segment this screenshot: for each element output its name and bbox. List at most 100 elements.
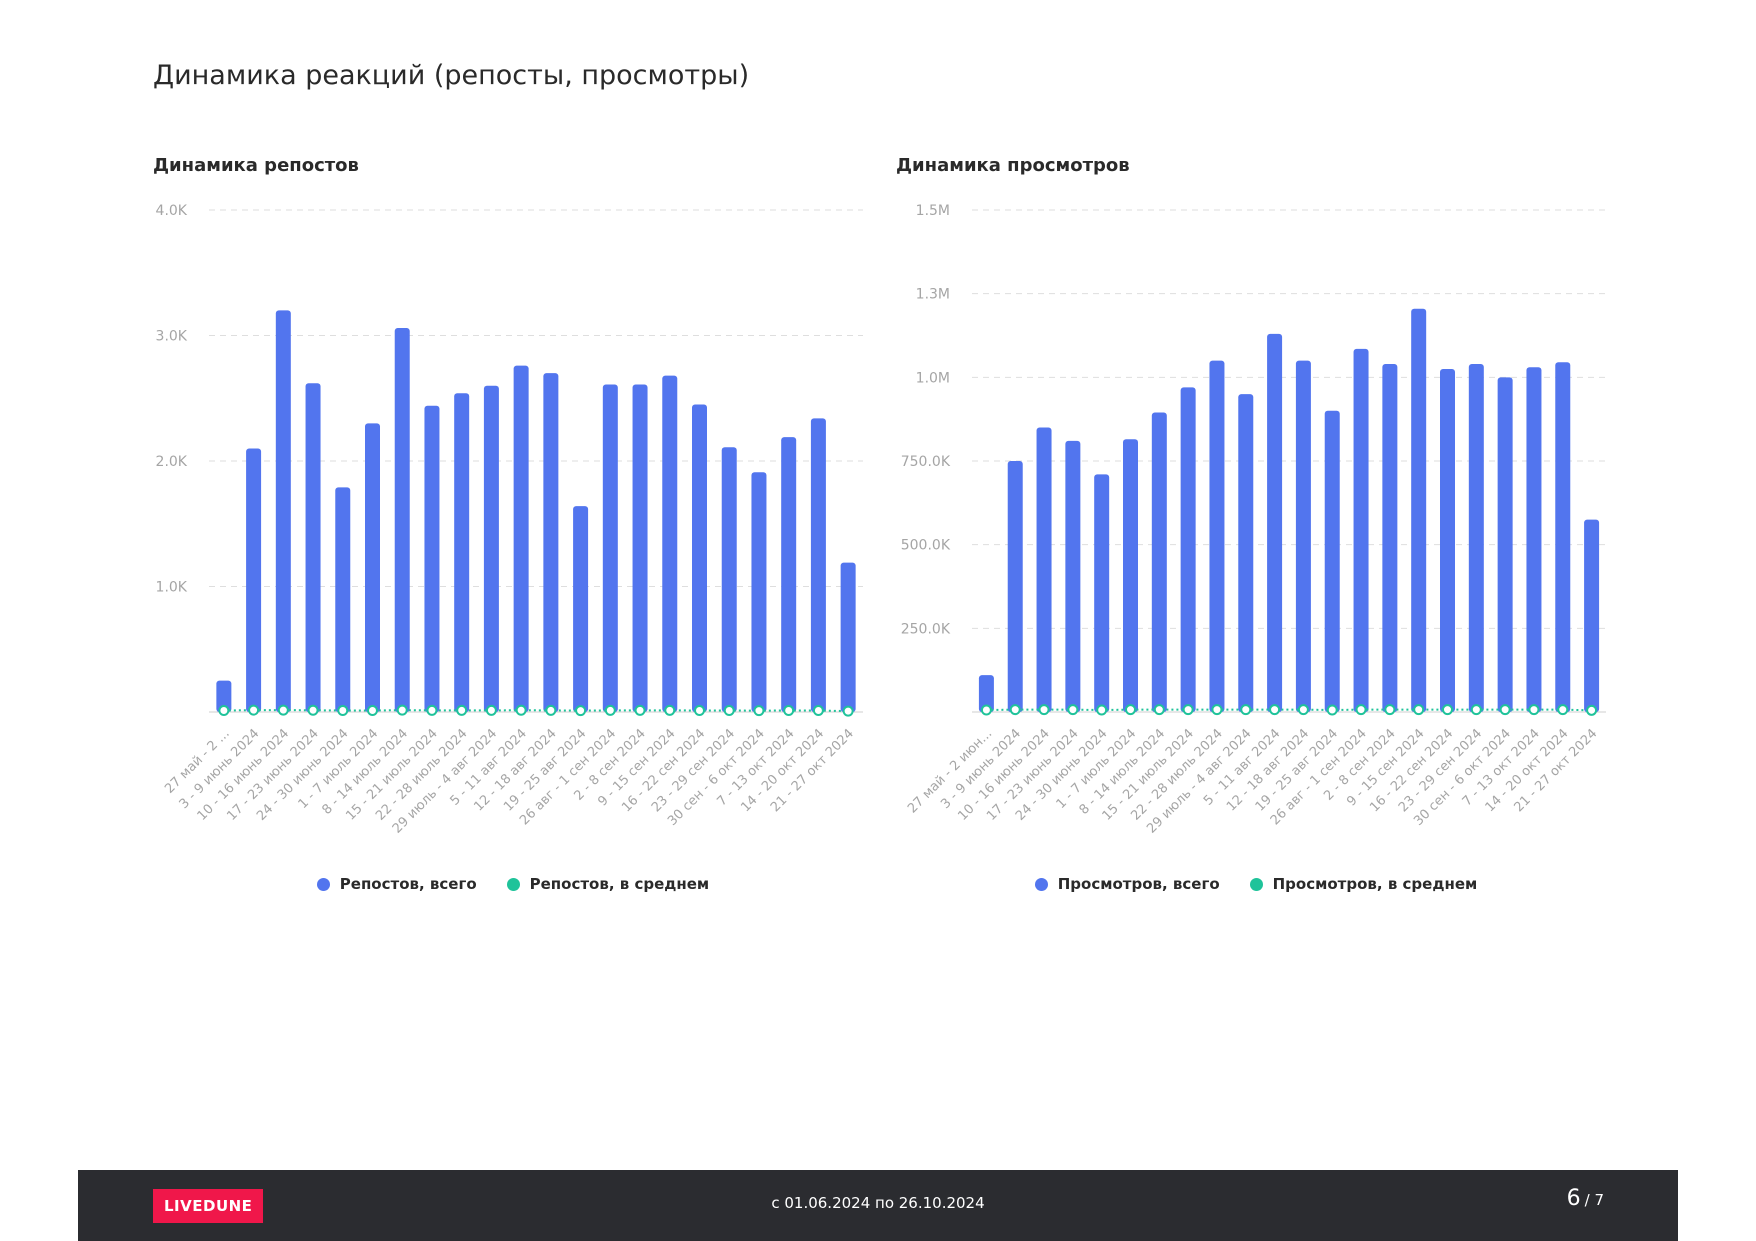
legend-label-views-average: Просмотров, в среднем bbox=[1272, 875, 1478, 893]
average-point bbox=[1240, 704, 1252, 716]
average-point bbox=[485, 704, 497, 716]
average-point bbox=[1096, 704, 1108, 716]
bar bbox=[1584, 519, 1600, 712]
legend-dot-blue bbox=[1034, 877, 1048, 891]
bar bbox=[840, 562, 856, 712]
y-tick-label: 500.0K bbox=[901, 538, 951, 554]
average-point bbox=[1269, 704, 1281, 716]
bar bbox=[1036, 427, 1052, 712]
bar bbox=[424, 405, 440, 712]
average-point bbox=[367, 704, 378, 716]
average-point bbox=[1297, 704, 1309, 716]
average-line bbox=[223, 709, 849, 713]
reposts-legend: Репостов, всего Репостов, в среднем bbox=[153, 875, 873, 893]
bar bbox=[454, 393, 470, 712]
average-point bbox=[1384, 704, 1396, 716]
average-point bbox=[1528, 704, 1540, 716]
average-line bbox=[986, 708, 1592, 712]
reposts-chart-title: Динамика репостов bbox=[153, 155, 359, 176]
average-point bbox=[842, 705, 854, 717]
bar bbox=[335, 487, 351, 712]
bar bbox=[1440, 368, 1455, 712]
bar bbox=[1295, 360, 1311, 712]
bar bbox=[1526, 367, 1542, 712]
legend-item-views-total[interactable]: Просмотров, всего bbox=[1034, 875, 1220, 893]
bar bbox=[275, 310, 291, 712]
average-point bbox=[604, 704, 616, 716]
y-tick-label: 2.0K bbox=[156, 454, 188, 470]
average-point bbox=[980, 704, 992, 716]
bar bbox=[721, 447, 737, 712]
y-tick-label: 1.0M bbox=[916, 370, 950, 386]
bar bbox=[543, 373, 559, 712]
report-date-range: с 01.06.2024 по 26.10.2024 bbox=[771, 1194, 985, 1212]
average-point bbox=[723, 704, 735, 716]
bar bbox=[1238, 394, 1254, 712]
average-point bbox=[456, 704, 468, 716]
average-point bbox=[1586, 704, 1598, 716]
bar bbox=[1123, 439, 1138, 712]
bar bbox=[1555, 362, 1571, 712]
average-point bbox=[248, 704, 260, 716]
legend-label-reposts-total: Репостов, всего bbox=[339, 875, 477, 893]
bar bbox=[483, 385, 499, 712]
average-point bbox=[1009, 704, 1021, 716]
bar bbox=[513, 365, 529, 712]
average-point bbox=[396, 704, 408, 716]
y-tick-label: 250.0K bbox=[901, 621, 951, 637]
legend-dot-green bbox=[1249, 877, 1263, 891]
average-point bbox=[1355, 704, 1367, 716]
bar bbox=[781, 437, 797, 712]
average-point bbox=[515, 704, 527, 716]
legend-dot-blue bbox=[316, 877, 330, 891]
views-legend: Просмотров, всего Просмотров, в среднем bbox=[896, 875, 1616, 893]
page-current: 6 bbox=[1566, 1186, 1581, 1211]
average-point bbox=[753, 705, 765, 717]
average-point bbox=[545, 704, 557, 716]
bar bbox=[662, 375, 678, 712]
average-point bbox=[1038, 704, 1050, 716]
average-point bbox=[1125, 704, 1136, 716]
bar bbox=[1382, 363, 1398, 712]
y-tick-label: 750.0K bbox=[901, 454, 951, 470]
bar bbox=[1497, 377, 1513, 712]
average-point bbox=[1413, 704, 1425, 716]
bar bbox=[573, 506, 589, 712]
legend-item-views-average[interactable]: Просмотров, в среднем bbox=[1249, 875, 1478, 893]
legend-dot-green bbox=[506, 877, 520, 891]
bar bbox=[1007, 461, 1023, 712]
bar bbox=[751, 472, 767, 712]
bar bbox=[1353, 348, 1369, 712]
average-point bbox=[337, 704, 349, 716]
legend-item-reposts-average[interactable]: Репостов, в среднем bbox=[506, 875, 709, 893]
y-tick-label: 1.0K bbox=[156, 580, 188, 596]
average-point bbox=[426, 704, 438, 716]
average-point bbox=[1470, 704, 1482, 716]
average-point bbox=[1153, 704, 1165, 716]
page-title: Динамика реакций (репосты, просмотры) bbox=[153, 60, 750, 91]
y-tick-label: 1.5M bbox=[916, 203, 950, 219]
bar bbox=[1324, 410, 1340, 712]
bar bbox=[1468, 363, 1484, 712]
footer-bar: LIVEDUNE с 01.06.2024 по 26.10.2024 6/ 7 bbox=[78, 1170, 1678, 1241]
y-tick-label: 4.0K bbox=[156, 203, 188, 219]
average-point bbox=[575, 705, 587, 717]
bar bbox=[365, 423, 380, 712]
legend-label-views-total: Просмотров, всего bbox=[1057, 875, 1220, 893]
bar bbox=[1209, 360, 1225, 712]
livedune-logo: LIVEDUNE bbox=[153, 1189, 264, 1223]
bar bbox=[602, 384, 618, 712]
bar bbox=[305, 383, 321, 712]
legend-item-reposts-total[interactable]: Репостов, всего bbox=[316, 875, 477, 893]
views-chart-title: Динамика просмотров bbox=[896, 155, 1130, 176]
y-tick-label: 1.3M bbox=[916, 287, 950, 303]
y-tick-label: 3.0K bbox=[156, 329, 188, 345]
bar bbox=[1151, 412, 1167, 712]
average-point bbox=[1442, 704, 1453, 716]
bar bbox=[632, 384, 648, 712]
bar bbox=[394, 327, 410, 712]
average-point bbox=[1499, 704, 1511, 716]
average-point bbox=[1067, 704, 1079, 716]
